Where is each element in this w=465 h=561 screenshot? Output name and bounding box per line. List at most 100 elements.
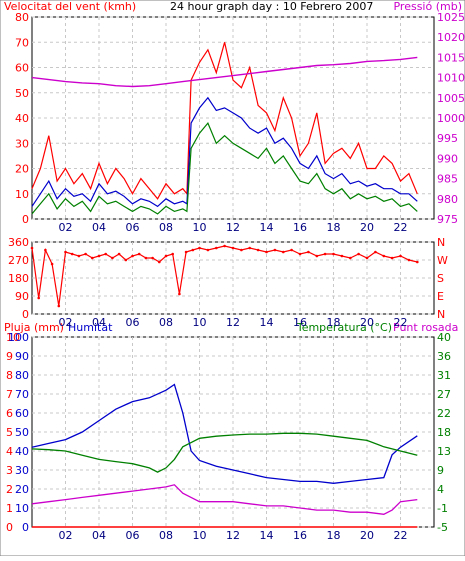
- wind-direction-point: [407, 258, 411, 262]
- humidity-tick-label: 0: [22, 521, 29, 534]
- rain-tick-label: 10: [6, 331, 20, 344]
- wind-direction-point: [349, 256, 352, 260]
- x-tick-label: 20: [360, 316, 374, 329]
- x-tick-label: 14: [260, 221, 274, 234]
- x-tick-label: 06: [126, 316, 140, 329]
- wind-direction-point: [30, 246, 34, 250]
- x-tick-label: 16: [293, 221, 307, 234]
- rain-tick-label: 6: [6, 407, 13, 420]
- pressure-tick-label: 985: [437, 173, 458, 186]
- wind-direction-point: [273, 248, 277, 252]
- x-tick-label: 08: [159, 529, 173, 542]
- wind-direction-point: [84, 252, 87, 256]
- wind-speed-tick-label: 80: [15, 11, 29, 24]
- x-tick-label: 18: [327, 221, 341, 234]
- x-tick-label: 16: [293, 316, 307, 329]
- humidity-tick-label: 10: [15, 502, 29, 515]
- temperature-tick-label: 36: [437, 350, 451, 363]
- wind-speed-tick-label: 10: [15, 188, 29, 201]
- direction-tick-label: 0: [22, 308, 29, 321]
- direction-tick-label: 180: [8, 272, 29, 285]
- wind-direction-point: [44, 248, 47, 252]
- x-tick-label: 12: [226, 221, 240, 234]
- x-tick-label: 22: [394, 221, 408, 234]
- wind-direction-point: [248, 246, 251, 250]
- dewpoint-axis-title: Punt rosada: [393, 321, 458, 334]
- wind-direction-point: [416, 260, 419, 264]
- rain-tick-label: 5: [6, 426, 13, 439]
- wind-direction-line: [31, 245, 418, 307]
- pressure-tick-label: 990: [437, 152, 458, 165]
- wind-direction-point: [97, 254, 101, 258]
- humidity-tick-label: 40: [15, 445, 29, 458]
- pressure-line: [31, 56, 418, 88]
- wind-speed-axis-title: Velocitat del vent (kmh): [4, 0, 136, 13]
- x-tick-label: 04: [92, 316, 106, 329]
- temperature-tick-label: 4: [437, 483, 444, 496]
- x-tick-label: 18: [327, 529, 341, 542]
- wind-gust-line: [31, 42, 418, 200]
- axis-layer: 02 04 06 08 10 12 14 16 18 20 22010203040506070809…: [6, 11, 465, 542]
- x-tick-label: 10: [193, 316, 207, 329]
- x-tick-label: 10: [193, 221, 207, 234]
- wind-direction-point: [315, 254, 319, 258]
- x-tick-label: 14: [260, 529, 274, 542]
- wind-direction-point: [223, 244, 226, 248]
- wind-average-line: [31, 96, 418, 208]
- grid-layer: [32, 16, 434, 528]
- pressure-tick-label: 1000: [437, 112, 465, 125]
- direction-tick-label: 360: [8, 236, 29, 249]
- rain-tick-label: 3: [6, 464, 13, 477]
- compass-tick-label: S: [437, 272, 444, 285]
- pressure-tick-label: 1025: [437, 11, 465, 24]
- x-tick-label: 06: [126, 221, 140, 234]
- humidity-tick-label: 70: [15, 388, 29, 401]
- temperature-tick-label: -5: [437, 521, 448, 534]
- temperature-tick-label: 31: [437, 369, 451, 382]
- x-tick-label: 16: [293, 529, 307, 542]
- x-tick-label: 08: [159, 316, 173, 329]
- wind-direction-point: [64, 250, 67, 254]
- wind-direction-point: [198, 246, 201, 250]
- wind-direction-point: [151, 256, 154, 260]
- wind-direction-point: [265, 250, 268, 254]
- wind-direction-point: [298, 252, 302, 256]
- wind-direction-point: [191, 248, 195, 252]
- wind-direction-point: [307, 250, 310, 254]
- rain-tick-label: 7: [6, 388, 13, 401]
- humidity-tick-label: 80: [15, 369, 29, 382]
- wind-minimum-line: [31, 121, 418, 215]
- pressure-tick-label: 1015: [437, 51, 465, 64]
- compass-tick-label: E: [437, 290, 444, 303]
- pressure-tick-label: 975: [437, 213, 458, 226]
- wind-speed-tick-label: 60: [15, 62, 29, 75]
- wind-direction-point: [382, 254, 386, 258]
- wind-direction-point: [91, 256, 94, 260]
- direction-tick-label: 90: [15, 290, 29, 303]
- wind-direction-point: [323, 252, 327, 256]
- wind-direction-point: [164, 254, 168, 258]
- wind-direction-point: [231, 246, 235, 250]
- humidity-tick-label: 50: [15, 426, 29, 439]
- x-tick-label: 02: [59, 221, 73, 234]
- temperature-axis-title: Temperatura (°C): [296, 321, 392, 334]
- graph-title: 24 hour graph day : 10 Febrero 2007: [170, 0, 373, 13]
- x-tick-label: 12: [226, 316, 240, 329]
- x-tick-label: 12: [226, 529, 240, 542]
- x-tick-label: 04: [92, 529, 106, 542]
- wind-direction-point: [178, 292, 181, 296]
- humidity-tick-label: 30: [15, 464, 29, 477]
- dewpoint-line: [31, 484, 418, 515]
- compass-tick-label: N: [437, 308, 445, 321]
- wind-direction-point: [357, 252, 360, 256]
- pressure-tick-label: 980: [437, 193, 458, 206]
- wind-direction-point: [144, 256, 148, 260]
- x-tick-label: 08: [159, 221, 173, 234]
- wind-direction-point: [131, 254, 134, 258]
- wind-direction-point: [158, 260, 161, 264]
- x-tick-label: 02: [59, 316, 73, 329]
- rain-tick-label: 8: [6, 369, 13, 382]
- wind-direction-point: [117, 252, 121, 256]
- x-tick-label: 22: [394, 316, 408, 329]
